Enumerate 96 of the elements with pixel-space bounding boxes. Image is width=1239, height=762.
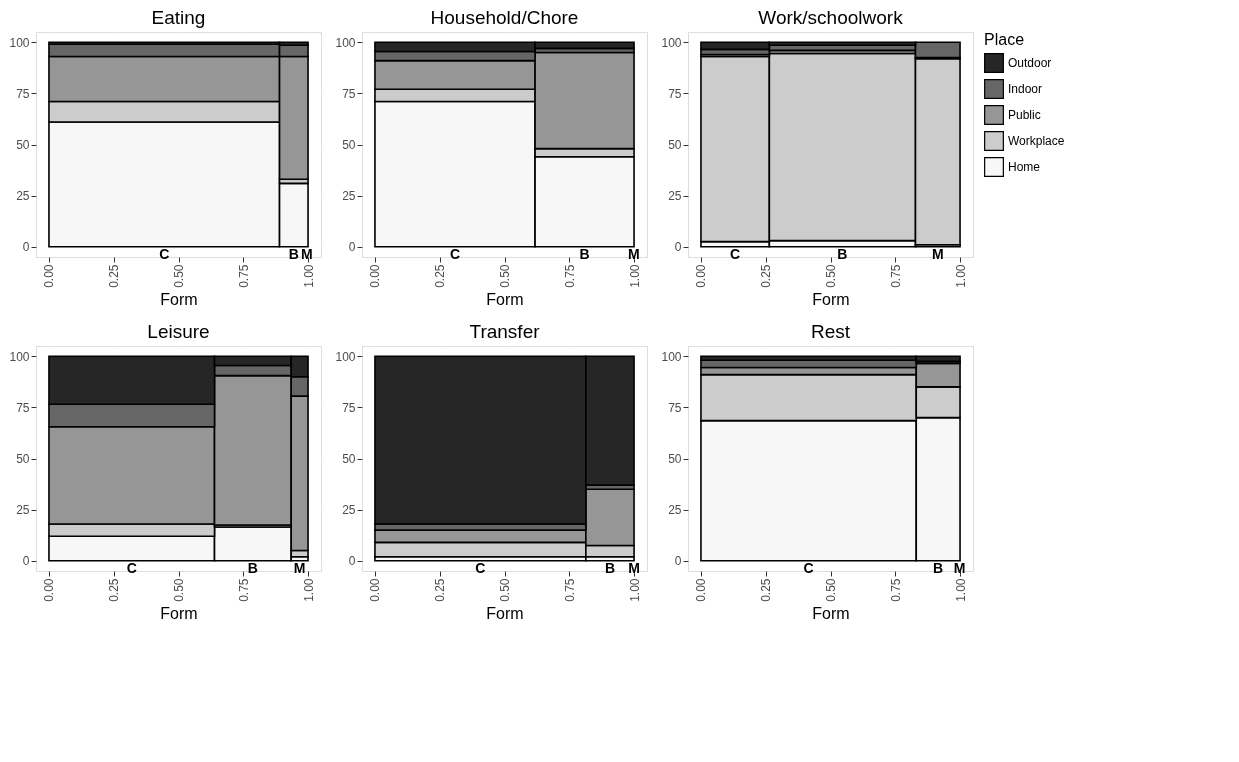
y-tick-label: 100: [661, 349, 682, 364]
x-tick-label: 0.00: [42, 578, 57, 602]
annotation: B: [579, 245, 590, 262]
annotation: M: [293, 559, 306, 576]
y-tick-label: 0: [22, 240, 30, 255]
y-tick-label: 25: [16, 189, 30, 204]
y-tick-label: 50: [16, 452, 30, 466]
chart-title: Rest: [810, 321, 851, 342]
annotation: M: [953, 559, 966, 576]
y-tick-label: 25: [342, 503, 356, 518]
x-tick-label: 0.75: [236, 578, 251, 602]
x-tick-label: 0.25: [107, 264, 122, 288]
annotation: M: [300, 245, 313, 262]
x-tick-label: 0.50: [172, 578, 186, 602]
x-tick-label: 0.25: [433, 264, 448, 288]
chart-title: Transfer: [469, 321, 541, 342]
x-tick-label: 1.00: [953, 264, 968, 288]
x-tick-label: 0.00: [694, 264, 709, 288]
annotation: C: [803, 559, 814, 576]
annotation: C: [159, 245, 170, 262]
x-tick-label: 0.00: [42, 264, 57, 288]
y-tick-label: 50: [16, 138, 30, 152]
x-tick-label: 0.75: [562, 264, 577, 288]
y-tick-label: 75: [342, 400, 356, 415]
annotation: C: [730, 245, 741, 262]
chart-title: Leisure: [147, 321, 210, 342]
chart-title: Work/schoolwork: [758, 7, 904, 28]
annotation: B: [247, 559, 258, 576]
y-tick-label: 75: [342, 86, 356, 101]
chart-title: Eating: [151, 7, 206, 28]
x-tick-label: 0.75: [888, 578, 903, 602]
x-tick-label: 0.50: [172, 264, 186, 288]
y-tick-label: 0: [348, 554, 356, 569]
y-tick-label: 75: [16, 86, 30, 101]
y-tick-label: 100: [661, 35, 682, 50]
x-tick-label: 0.50: [498, 578, 512, 602]
y-tick-label: 100: [9, 35, 30, 50]
chart-title: Household/Chore: [430, 7, 579, 28]
x-tick-label: 0.25: [107, 578, 122, 602]
annotation: M: [931, 245, 944, 262]
legend-label: Indoor: [1008, 82, 1043, 96]
x-tick-label: 0.75: [562, 578, 577, 602]
annotation: B: [837, 245, 848, 262]
y-tick-label: 100: [9, 349, 30, 364]
annotation: C: [449, 245, 461, 262]
annotation: M: [627, 245, 640, 262]
x-axis-title: Form: [812, 604, 850, 622]
x-axis-title: Form: [486, 604, 524, 622]
legend-label: Home: [1008, 160, 1041, 174]
x-tick-label: 0.25: [433, 578, 448, 602]
x-axis-title: Form: [486, 290, 524, 308]
y-tick-label: 75: [668, 400, 682, 415]
y-tick-label: 25: [16, 503, 30, 518]
y-tick-label: 25: [668, 503, 682, 518]
y-tick-label: 50: [342, 138, 356, 152]
annotation: B: [604, 559, 616, 576]
annotation: C: [475, 559, 486, 576]
annotation: C: [126, 559, 137, 576]
x-tick-label: 0.50: [824, 578, 838, 602]
y-tick-label: 25: [668, 189, 682, 204]
legend-label: Public: [1008, 108, 1041, 122]
legend-label: Workplace: [1008, 134, 1065, 148]
y-tick-label: 0: [674, 554, 682, 569]
x-tick-label: 0.00: [694, 578, 709, 602]
x-tick-label: 0.50: [498, 264, 512, 288]
x-tick-label: 0.00: [368, 264, 383, 288]
y-tick-label: 100: [335, 349, 356, 364]
x-tick-label: 0.75: [888, 264, 903, 288]
legend-label: Outdoor: [1008, 56, 1052, 70]
y-tick-label: 75: [668, 86, 682, 101]
y-tick-label: 0: [22, 554, 30, 569]
y-tick-label: 50: [668, 452, 682, 466]
x-tick-label: 1.00: [301, 578, 316, 602]
x-tick-label: 1.00: [627, 264, 642, 288]
y-tick-label: 100: [335, 35, 356, 50]
x-tick-label: 1.00: [953, 578, 968, 602]
y-tick-label: 50: [668, 138, 682, 152]
legend-title: Place: [984, 31, 1025, 48]
y-tick-label: 0: [674, 240, 682, 255]
x-axis-title: Form: [812, 290, 850, 308]
x-tick-label: 1.00: [627, 578, 642, 602]
annotation: B: [288, 245, 299, 262]
x-tick-label: 0.75: [236, 264, 251, 288]
x-tick-label: 0.00: [368, 578, 383, 602]
x-axis-title: Form: [160, 604, 198, 622]
x-tick-label: 0.25: [759, 578, 774, 602]
x-tick-label: 0.50: [824, 264, 838, 288]
x-tick-label: 0.25: [759, 264, 774, 288]
x-axis-title: Form: [160, 290, 198, 308]
y-tick-label: 25: [342, 189, 356, 204]
y-tick-label: 0: [348, 240, 356, 255]
y-tick-label: 75: [16, 400, 30, 415]
y-tick-label: 50: [342, 452, 356, 466]
annotation: M: [628, 559, 640, 576]
annotation: B: [933, 559, 944, 576]
x-tick-label: 1.00: [301, 264, 316, 288]
